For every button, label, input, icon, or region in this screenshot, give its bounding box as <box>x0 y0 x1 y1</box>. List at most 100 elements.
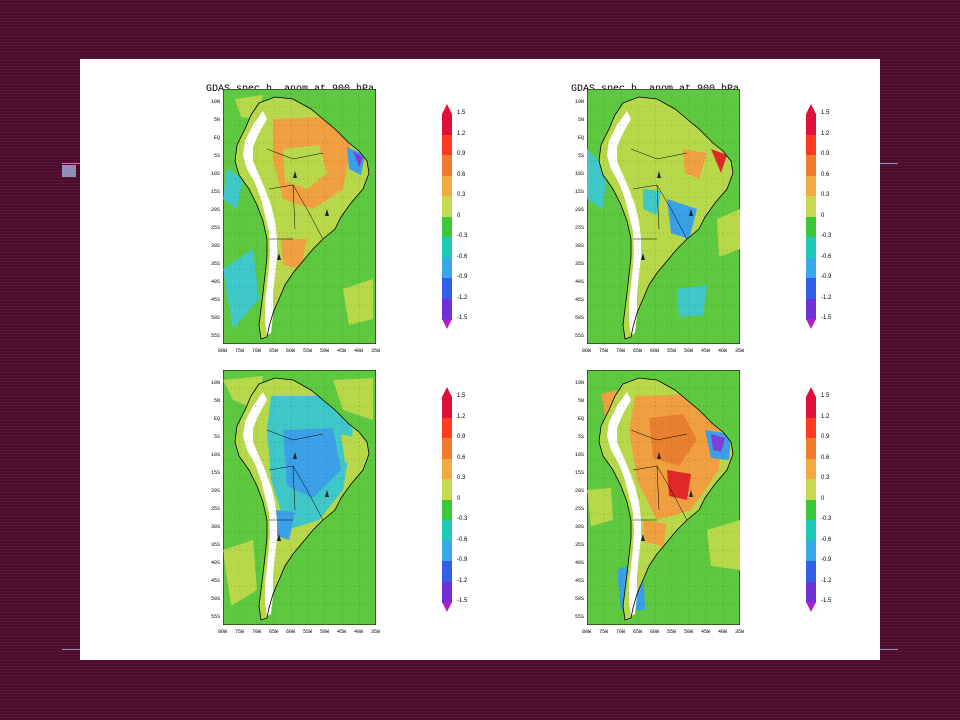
lon-tick-label: 65W <box>269 629 279 635</box>
colorbar-segment <box>442 458 452 480</box>
grid-lines <box>587 89 740 344</box>
station-marker <box>277 534 281 541</box>
anomaly-region <box>667 199 697 239</box>
anomaly-region <box>711 434 725 452</box>
border-line <box>656 465 660 511</box>
colorbar-tick-label: 0.9 <box>457 151 466 157</box>
colorbar-segment <box>442 175 452 197</box>
lat-tick-label: 45S <box>210 578 220 584</box>
lat-tick-label: 20S <box>210 488 220 494</box>
colorbar-segment <box>442 438 452 459</box>
lon-tick-label: 40W <box>718 348 728 354</box>
land-anomaly <box>637 113 727 239</box>
lon-tick-label: 50W <box>320 348 330 354</box>
colorbar-tick-label: 0.6 <box>821 171 830 178</box>
lat-tick-label: 45S <box>574 578 584 584</box>
andes-mask <box>243 392 277 616</box>
colorbar-segment <box>806 114 816 135</box>
colorbar-tick-label: -0.9 <box>821 557 832 563</box>
colorbar-segment <box>442 155 452 176</box>
lon-tick-label: 45W <box>337 348 347 354</box>
andes-mask <box>243 111 277 335</box>
lat-tick-label: 50S <box>210 315 220 321</box>
lat-tick-label: 35S <box>210 542 220 548</box>
colorbar-segment <box>806 298 816 320</box>
lat-tick-label: 35S <box>574 261 584 267</box>
station-marker <box>641 253 645 260</box>
colorbar-segment <box>442 499 452 521</box>
lat-tick-label: 45S <box>574 297 584 303</box>
colorbar-segment <box>806 278 816 299</box>
lat-tick-label: 25S <box>574 506 584 512</box>
andes-mask <box>607 392 641 616</box>
colorbar-segment <box>806 417 816 439</box>
lon-tick-label: 50W <box>320 629 330 635</box>
lat-tick-label: 30S <box>210 524 220 530</box>
border-line <box>306 489 324 521</box>
land-anomaly <box>629 394 731 546</box>
colorbar-segment <box>442 581 452 603</box>
colorbar-tick-label: 1.5 <box>457 110 466 116</box>
colorbar-segment <box>442 216 452 238</box>
colorbar-segment <box>806 581 816 603</box>
border-line <box>266 148 324 160</box>
lat-tick-label: 15S <box>574 470 584 476</box>
lat-tick-label: 45S <box>210 297 220 303</box>
colorbar-segment <box>442 479 452 500</box>
coastline <box>598 377 734 621</box>
colorbar-segment <box>442 278 452 299</box>
lat-tick-label: EQ <box>213 135 220 141</box>
country-borders <box>266 429 324 521</box>
lon-tick-label: 75W <box>599 348 609 354</box>
lat-tick-label: 10N <box>574 380 584 386</box>
lon-tick-label: 40W <box>354 629 364 635</box>
colorbar-tick-label: -0.6 <box>457 536 468 543</box>
lon-tick-label: 35W <box>735 348 745 354</box>
country-borders <box>266 148 324 240</box>
ocean-anomaly <box>587 149 740 317</box>
ocean-anomaly <box>223 376 373 606</box>
anomaly-region <box>707 520 740 570</box>
station-marker <box>325 209 329 216</box>
colorbar-tick-label: 0.3 <box>821 475 830 481</box>
border-line <box>630 429 688 441</box>
colorbar-bottom-arrow <box>442 319 452 329</box>
border-line <box>266 429 324 441</box>
border-line <box>306 208 324 240</box>
anomaly-region <box>283 428 341 498</box>
lon-tick-label: 55W <box>667 348 677 354</box>
colorbar-tick-label: -0.9 <box>457 274 468 280</box>
lat-tick-label: 5N <box>577 398 584 404</box>
colorbar-tick-label: 0.3 <box>457 192 466 198</box>
lat-tick-label: 10S <box>574 452 584 458</box>
lon-tick-label: 55W <box>303 348 313 354</box>
colorbar-bottom-arrow <box>442 602 452 612</box>
map-panel-18 <box>587 370 740 625</box>
lon-tick-label: 80W <box>218 629 228 635</box>
anomaly-region <box>683 149 707 179</box>
lon-tick-label: 40W <box>718 629 728 635</box>
lon-tick-label: 55W <box>303 629 313 635</box>
anomaly-region <box>587 488 613 526</box>
colorbar-tick-label: 1.5 <box>821 110 830 116</box>
anomaly-region <box>353 151 363 167</box>
colorbar-tick-label: 0 <box>457 212 461 219</box>
colorbar-tick-label: -1.5 <box>457 598 468 604</box>
lat-tick-label: 40S <box>210 279 220 285</box>
colorbar-tick-label: 1.2 <box>457 413 466 420</box>
andes-mask <box>607 111 641 335</box>
colorbar-tick-label: -0.3 <box>457 233 468 239</box>
colorbar-segment <box>806 237 816 258</box>
colorbar-tick-label: -1.5 <box>457 315 468 321</box>
lon-tick-label: 50W <box>684 629 694 635</box>
anomaly-region <box>677 285 707 317</box>
colorbar-segment <box>806 155 816 176</box>
lat-tick-label: 5N <box>213 117 220 123</box>
colorbar-segment <box>442 196 452 217</box>
lat-tick-label: 20S <box>574 488 584 494</box>
lat-tick-label: 15S <box>210 189 220 195</box>
lon-tick-label: 70W <box>252 629 262 635</box>
colorbar-tick-label: -0.3 <box>821 516 832 522</box>
lon-tick-label: 80W <box>582 348 592 354</box>
colorbar-segment <box>442 114 452 135</box>
